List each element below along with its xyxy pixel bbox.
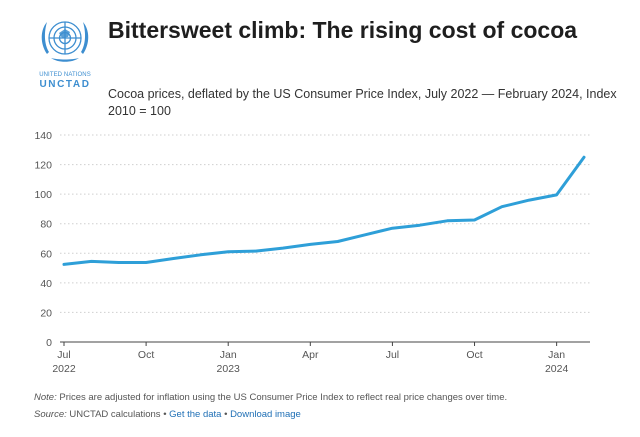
x-tick-label: Oct	[466, 349, 482, 361]
x-tick-year-label: 2023	[217, 363, 241, 375]
download-image-link[interactable]: Download image	[230, 409, 301, 420]
note-label: Note:	[34, 392, 57, 403]
y-axis-ticks: 0 20 40 60 80 100 120 140	[34, 130, 52, 349]
x-tick-label: Jan	[548, 349, 565, 361]
y-tick-label: 140	[34, 130, 52, 142]
separator-dot: •	[224, 409, 228, 420]
gridlines	[60, 134, 590, 313]
y-tick-label: 0	[46, 337, 52, 349]
series-line	[62, 155, 586, 266]
x-tick-label: Oct	[138, 349, 154, 361]
source-label: Source:	[34, 409, 67, 420]
x-tick-label: Jul	[386, 349, 399, 361]
x-tick-year-label: 2024	[545, 363, 569, 375]
y-tick-label: 120	[34, 160, 52, 172]
separator-dot: •	[163, 409, 167, 420]
y-tick-label: 60	[40, 248, 52, 260]
chart-source: Source: UNCTAD calculations • Get the da…	[34, 409, 301, 420]
chart-subtitle: Cocoa prices, deflated by the US Consume…	[108, 87, 617, 118]
logo-org-name: UNITED NATIONS	[39, 72, 91, 78]
chart-note: Note: Prices are adjusted for inflation …	[34, 392, 507, 403]
x-tick-label: Apr	[302, 349, 319, 361]
y-tick-label: 100	[34, 189, 52, 201]
x-tick-label: Jul	[57, 349, 70, 361]
x-axis-ticks: Jul 2022 Oct Jan 2023 Apr Jul Oct Jan 2024	[52, 342, 568, 375]
chart-title: Bittersweet climb: The rising cost of co…	[108, 17, 578, 43]
un-emblem-icon	[41, 21, 89, 62]
get-data-link[interactable]: Get the data	[169, 409, 222, 420]
x-tick-label: Jan	[220, 349, 237, 361]
chart-header: UNITED NATIONS UNCTAD Bittersweet climb:…	[34, 8, 634, 118]
logo-unctad-text: UNCTAD	[39, 79, 91, 90]
y-tick-label: 80	[40, 219, 52, 231]
y-tick-label: 20	[40, 307, 52, 319]
y-tick-label: 40	[40, 278, 52, 290]
note-text: Prices are adjusted for inflation using …	[59, 392, 508, 403]
x-tick-year-label: 2022	[52, 363, 76, 375]
unctad-logo: UNITED NATIONS UNCTAD	[34, 14, 96, 90]
source-text: UNCTAD calculations	[69, 409, 161, 420]
